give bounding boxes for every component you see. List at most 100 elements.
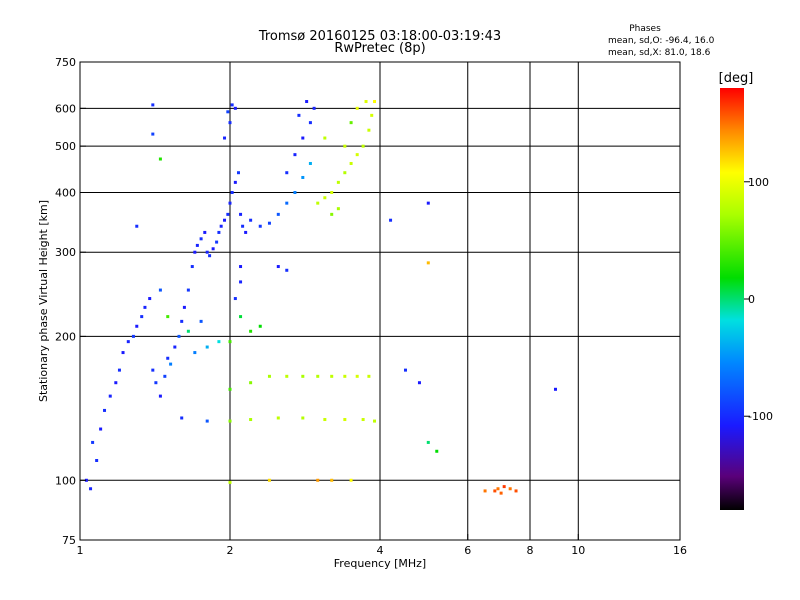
data-point bbox=[244, 230, 248, 234]
data-point bbox=[367, 128, 371, 132]
data-point bbox=[239, 280, 243, 284]
data-point bbox=[186, 329, 190, 333]
data-point bbox=[336, 180, 340, 184]
data-point bbox=[355, 106, 359, 110]
data-point bbox=[103, 408, 107, 412]
data-point bbox=[217, 230, 221, 234]
data-point bbox=[373, 419, 377, 423]
colorbar-tick-label: 0 bbox=[748, 293, 755, 306]
data-point bbox=[228, 480, 232, 484]
data-point bbox=[301, 175, 305, 179]
data-point bbox=[285, 171, 289, 175]
data-point bbox=[173, 345, 177, 349]
data-point bbox=[199, 319, 203, 323]
x-tick-labels: 1 2 4 6 8 10 16 bbox=[77, 534, 687, 557]
data-point bbox=[180, 416, 184, 420]
y-tick-label: 75 bbox=[62, 534, 76, 547]
data-point bbox=[89, 487, 93, 491]
data-point bbox=[108, 394, 112, 398]
data-point bbox=[316, 201, 320, 205]
data-point bbox=[343, 144, 347, 148]
y-tick-label: 600 bbox=[55, 102, 76, 115]
data-point bbox=[514, 489, 518, 493]
data-point bbox=[195, 243, 199, 247]
data-point bbox=[316, 374, 320, 378]
data-point bbox=[91, 440, 95, 444]
data-point bbox=[233, 297, 237, 301]
data-point bbox=[293, 153, 297, 157]
data-point bbox=[186, 288, 190, 292]
data-point bbox=[343, 171, 347, 175]
data-point bbox=[355, 153, 359, 157]
y-tick-label: 100 bbox=[55, 474, 76, 487]
data-point bbox=[367, 374, 371, 378]
data-point bbox=[276, 265, 280, 269]
data-point bbox=[205, 250, 209, 254]
data-point bbox=[177, 334, 181, 338]
data-point bbox=[236, 171, 240, 175]
data-point bbox=[140, 315, 144, 319]
y-tick-label: 500 bbox=[55, 140, 76, 153]
data-point bbox=[223, 136, 227, 140]
data-point bbox=[349, 121, 353, 125]
data-point bbox=[301, 374, 305, 378]
data-point bbox=[349, 478, 353, 482]
data-point bbox=[166, 356, 170, 360]
data-point bbox=[502, 485, 506, 489]
data-point bbox=[182, 305, 186, 309]
x-tick-label: 1 bbox=[77, 544, 84, 557]
data-point bbox=[219, 224, 223, 228]
data-point bbox=[190, 265, 194, 269]
data-point bbox=[228, 419, 232, 423]
data-point bbox=[403, 368, 407, 372]
data-point bbox=[361, 144, 365, 148]
data-point bbox=[154, 381, 158, 385]
data-point bbox=[267, 478, 271, 482]
data-point bbox=[151, 368, 155, 372]
data-point bbox=[135, 324, 139, 328]
data-point bbox=[163, 374, 167, 378]
data-point bbox=[95, 458, 99, 462]
y-tick-labels: 75 100 200 300 400 500 600 750 bbox=[55, 56, 86, 547]
colorbar-tick-label: -100 bbox=[748, 410, 773, 423]
colorbar-ticks: 100 0 -100 bbox=[744, 176, 773, 423]
data-point bbox=[330, 190, 334, 194]
chart-title: Tromsø 20160125 03:18:00-03:19:43 bbox=[258, 29, 501, 44]
data-point bbox=[249, 218, 253, 222]
data-point bbox=[148, 297, 152, 301]
data-point bbox=[135, 224, 139, 228]
data-point bbox=[435, 449, 439, 453]
data-point bbox=[308, 121, 312, 125]
data-point bbox=[483, 489, 487, 493]
data-point bbox=[151, 132, 155, 136]
data-point bbox=[239, 265, 243, 269]
data-point bbox=[99, 427, 103, 431]
data-point bbox=[199, 237, 203, 241]
data-point bbox=[285, 201, 289, 205]
x-axis-label: Frequency [MHz] bbox=[334, 557, 426, 570]
data-point bbox=[223, 218, 227, 222]
data-point bbox=[228, 201, 232, 205]
data-point bbox=[158, 157, 162, 161]
data-point bbox=[330, 212, 334, 216]
data-point bbox=[126, 340, 130, 344]
data-point bbox=[323, 418, 327, 422]
data-point bbox=[499, 491, 503, 495]
data-point bbox=[211, 247, 215, 251]
y-tick-label: 300 bbox=[55, 246, 76, 259]
data-point bbox=[226, 212, 230, 216]
y-axis-label: Stationary phase Virtual Height [km] bbox=[37, 200, 50, 402]
data-point bbox=[343, 374, 347, 378]
data-point bbox=[426, 261, 430, 265]
data-point bbox=[323, 136, 327, 140]
data-point bbox=[249, 329, 253, 333]
data-point bbox=[158, 288, 162, 292]
data-point bbox=[217, 340, 221, 344]
data-point bbox=[205, 419, 209, 423]
data-points bbox=[84, 100, 557, 495]
data-point bbox=[233, 106, 237, 110]
data-point bbox=[158, 394, 162, 398]
data-point bbox=[508, 487, 512, 491]
data-point bbox=[276, 416, 280, 420]
